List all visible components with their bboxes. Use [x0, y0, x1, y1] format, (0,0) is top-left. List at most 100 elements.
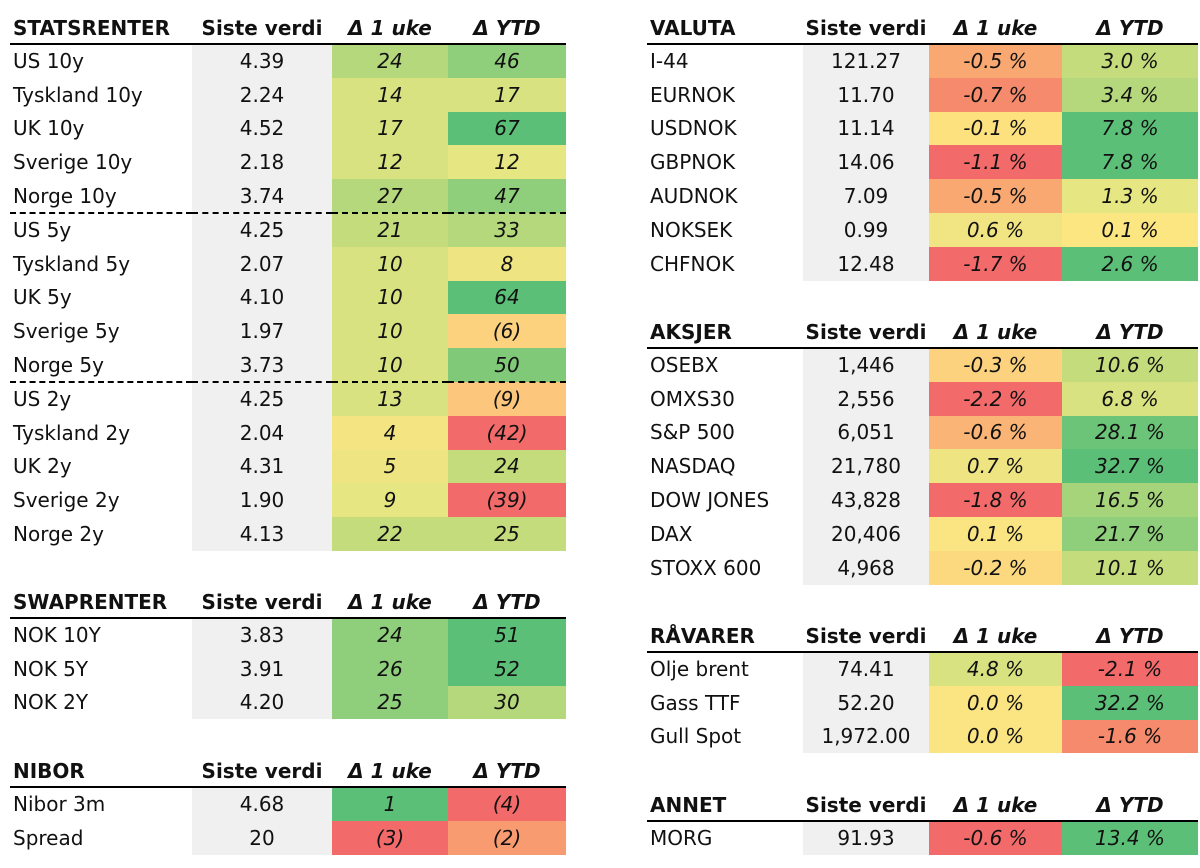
- row-change-week: 0.1 %: [929, 516, 1062, 551]
- row-change-ytd: 50: [448, 348, 566, 382]
- row-change-week: 13: [332, 380, 448, 416]
- header-last-value: Siste verdi: [192, 756, 332, 788]
- header-section-title: AKSJER: [647, 317, 803, 349]
- header-last-value: Siste verdi: [803, 13, 929, 45]
- row-change-week: -2.2 %: [929, 381, 1062, 416]
- row-change-week: 0.0 %: [929, 685, 1062, 720]
- row-change-ytd: 3.0 %: [1062, 44, 1198, 78]
- row-change-week: -0.5 %: [929, 179, 1062, 213]
- table-nibor: NIBOR Siste verdi Δ 1 uke Δ YTD Nibor 3m 4.68…: [10, 756, 566, 855]
- table-row: NOK 10Y 3.83 24 51: [10, 618, 566, 652]
- row-value: 4.10: [192, 280, 332, 315]
- row-name: CHFNOK: [647, 246, 803, 281]
- table-row: AUDNOK 7.09 -0.5 % 1.3 %: [647, 179, 1198, 213]
- header-last-value: Siste verdi: [803, 790, 929, 822]
- row-change-ytd: 13.4 %: [1062, 821, 1198, 855]
- row-change-ytd: 67: [448, 111, 566, 146]
- header-section-title: SWAPRENTER: [10, 587, 192, 619]
- row-name: EURNOK: [647, 77, 803, 112]
- table-row: US 2y 4.25 13 (9): [10, 380, 566, 416]
- row-value: 0.99: [803, 212, 929, 247]
- row-value: 43,828: [803, 483, 929, 517]
- table-row: NOK 2Y 4.20 25 30: [10, 685, 566, 720]
- row-change-ytd: (2): [448, 820, 566, 855]
- row-change-week: -0.2 %: [929, 550, 1062, 585]
- row-change-week: -0.3 %: [929, 348, 1062, 382]
- table-row: Norge 2y 4.13 22 25: [10, 517, 566, 551]
- header-change-ytd: Δ YTD: [1062, 790, 1198, 822]
- row-change-ytd: 32.2 %: [1062, 685, 1198, 720]
- row-name: Sverige 5y: [10, 314, 192, 349]
- row-change-ytd: (9): [448, 380, 566, 416]
- table-row: I-44 121.27 -0.5 % 3.0 %: [647, 44, 1198, 78]
- table-ravarer: RÅVARER Siste verdi Δ 1 uke Δ YTD Olje brent…: [647, 621, 1198, 754]
- row-change-week: 0.6 %: [929, 212, 1062, 247]
- row-change-week: -1.1 %: [929, 145, 1062, 180]
- row-change-ytd: 46: [448, 44, 566, 78]
- table-row: Tyskland 2y 2.04 4 (42): [10, 415, 566, 450]
- row-change-ytd: (4): [448, 787, 566, 821]
- row-value: 4.25: [192, 211, 332, 247]
- row-name: STOXX 600: [647, 550, 803, 585]
- row-change-week: 26: [332, 651, 448, 686]
- row-change-week: 0.7 %: [929, 449, 1062, 484]
- row-value: 1.90: [192, 483, 332, 518]
- row-change-week: 21: [332, 211, 448, 247]
- row-name: Tyskland 5y: [10, 246, 192, 281]
- row-change-week: 17: [332, 111, 448, 146]
- row-name: UK 5y: [10, 280, 192, 315]
- row-name: MORG: [647, 821, 803, 855]
- row-value: 3.73: [192, 348, 332, 382]
- row-value: 11.14: [803, 111, 929, 146]
- row-change-week: 24: [332, 618, 448, 652]
- table-row: Nibor 3m 4.68 1 (4): [10, 787, 566, 821]
- row-name: UK 10y: [10, 111, 192, 146]
- table-row: USDNOK 11.14 -0.1 % 7.8 %: [647, 111, 1198, 146]
- row-name: S&P 500: [647, 415, 803, 450]
- table-row: MORG 91.93 -0.6 % 13.4 %: [647, 821, 1198, 855]
- row-change-week: -1.8 %: [929, 483, 1062, 517]
- header-change-ytd: Δ YTD: [1062, 13, 1198, 45]
- table-row: Gass TTF 52.20 0.0 % 32.2 %: [647, 685, 1198, 720]
- header-change-week: Δ 1 uke: [332, 756, 448, 788]
- row-change-ytd: 47: [448, 179, 566, 213]
- row-change-ytd: -1.6 %: [1062, 719, 1198, 754]
- row-name: USDNOK: [647, 111, 803, 146]
- table-row: S&P 500 6,051 -0.6 % 28.1 %: [647, 415, 1198, 450]
- table-row: CHFNOK 12.48 -1.7 % 2.6 %: [647, 246, 1198, 281]
- header-section-title: NIBOR: [10, 756, 192, 788]
- row-name: DOW JONES: [647, 483, 803, 517]
- header-change-ytd: Δ YTD: [448, 13, 566, 45]
- table-row: UK 10y 4.52 17 67: [10, 111, 566, 146]
- table-row: OMXS30 2,556 -2.2 % 6.8 %: [647, 381, 1198, 416]
- table-row: NOK 5Y 3.91 26 52: [10, 651, 566, 686]
- row-change-week: -0.6 %: [929, 415, 1062, 450]
- row-change-week: (3): [332, 820, 448, 855]
- row-change-ytd: 1.3 %: [1062, 179, 1198, 213]
- row-value: 1,972.00: [803, 719, 929, 754]
- row-name: US 5y: [10, 211, 192, 247]
- row-value: 6,051: [803, 415, 929, 450]
- table-statsrenter: STATSRENTER Siste verdi Δ 1 uke Δ YTD US 10y…: [10, 13, 566, 551]
- row-name: Norge 5y: [10, 348, 192, 382]
- row-change-ytd: 7.8 %: [1062, 111, 1198, 146]
- table-row: Sverige 5y 1.97 10 (6): [10, 314, 566, 349]
- row-change-week: -0.7 %: [929, 77, 1062, 112]
- row-value: 4.31: [192, 449, 332, 484]
- row-value: 1,446: [803, 348, 929, 382]
- row-change-ytd: (39): [448, 483, 566, 518]
- row-name: Sverige 2y: [10, 483, 192, 518]
- row-change-week: 9: [332, 483, 448, 518]
- row-name: Norge 2y: [10, 517, 192, 551]
- header-section-title: VALUTA: [647, 13, 803, 45]
- header-change-ytd: Δ YTD: [448, 587, 566, 619]
- row-change-week: 4.8 %: [929, 652, 1062, 686]
- row-change-ytd: 6.8 %: [1062, 381, 1198, 416]
- row-name: Tyskland 10y: [10, 77, 192, 112]
- row-change-ytd: 64: [448, 280, 566, 315]
- row-name: Olje brent: [647, 652, 803, 686]
- row-name: I-44: [647, 44, 803, 78]
- header-change-week: Δ 1 uke: [929, 317, 1062, 349]
- row-change-week: -0.6 %: [929, 821, 1062, 855]
- table-row: EURNOK 11.70 -0.7 % 3.4 %: [647, 77, 1198, 112]
